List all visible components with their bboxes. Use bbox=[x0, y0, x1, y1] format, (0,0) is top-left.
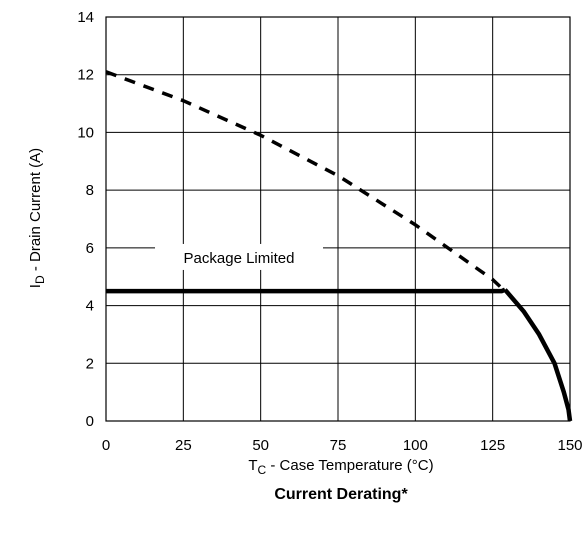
x-tick-label-2: 50 bbox=[252, 437, 269, 454]
y-tick-label-7: 14 bbox=[77, 9, 94, 26]
x-axis-label-main: T bbox=[248, 457, 257, 474]
x-axis-label-rest: - Case Temperature (°C) bbox=[266, 457, 433, 474]
chart-title: Current Derating* bbox=[274, 486, 408, 503]
annotation-background-0 bbox=[155, 243, 324, 270]
x-tick-label-4: 100 bbox=[403, 437, 428, 454]
x-tick-label-0: 0 bbox=[102, 437, 110, 454]
y-tick-label-6: 12 bbox=[77, 67, 94, 84]
y-axis-label: ID - Drain Current (A) bbox=[27, 148, 47, 288]
tick-labels: 0 25 50 75 100 125 150 0 2 4 6 8 10 12 14 bbox=[77, 9, 582, 454]
x-tick-label-3: 75 bbox=[330, 437, 347, 454]
annotations: Package Limited bbox=[155, 243, 324, 270]
y-tick-label-0: 0 bbox=[86, 413, 94, 430]
series-line-1 bbox=[106, 287, 506, 294]
y-tick-label-2: 4 bbox=[86, 298, 94, 315]
y-axis-label-main: I bbox=[27, 284, 44, 288]
x-tick-label-1: 25 bbox=[175, 437, 192, 454]
grid bbox=[105, 16, 571, 422]
series-line-2 bbox=[503, 288, 573, 422]
y-tick-label-5: 10 bbox=[77, 124, 94, 141]
series-line-0 bbox=[105, 70, 507, 293]
y-axis-label-rest: - Drain Current (A) bbox=[27, 148, 44, 276]
y-tick-label-3: 6 bbox=[86, 240, 94, 257]
series-group bbox=[105, 70, 573, 422]
x-tick-label-6: 150 bbox=[557, 437, 582, 454]
plot-frame bbox=[105, 16, 571, 422]
annotation-package-limited: Package Limited bbox=[184, 250, 295, 267]
y-axis-label-sub: D bbox=[33, 275, 47, 284]
y-tick-label-4: 8 bbox=[86, 182, 94, 199]
x-tick-label-5: 125 bbox=[480, 437, 505, 454]
x-axis-label: TC - Case Temperature (°C) bbox=[248, 457, 433, 477]
x-axis-label-sub: C bbox=[258, 463, 267, 477]
y-tick-label-1: 2 bbox=[86, 355, 94, 372]
